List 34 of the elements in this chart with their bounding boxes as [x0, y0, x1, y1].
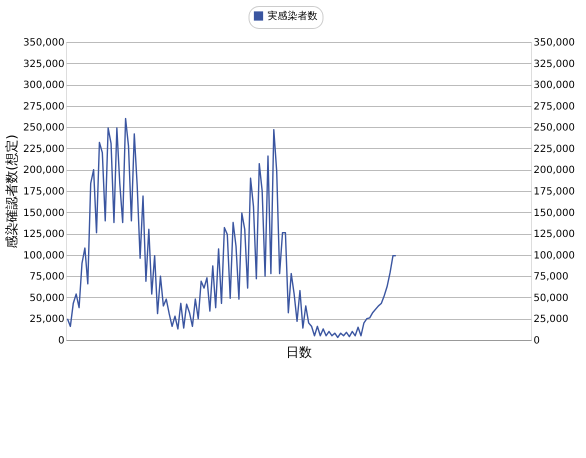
- y-tick-label: 50,000: [30, 292, 64, 304]
- y2-tick-label: 50,000: [534, 292, 568, 304]
- y2-tick-label: 250,000: [534, 122, 575, 134]
- y2-tick-label: 225,000: [534, 144, 575, 155]
- y-tick-label: 300,000: [23, 80, 64, 92]
- legend-label: 実感染者数: [268, 10, 318, 22]
- y2-tick-label: 150,000: [534, 208, 575, 219]
- y-tick-label: 200,000: [23, 165, 64, 176]
- y-tick-label: 25,000: [30, 314, 64, 326]
- y-tick-label: 100,000: [23, 250, 64, 262]
- y2-tick-label: 350,000: [534, 38, 575, 48]
- y2-tick-label: 125,000: [534, 229, 575, 240]
- y2-tick-label: 275,000: [534, 101, 575, 112]
- y2-tick-label: 75,000: [534, 272, 568, 283]
- y-tick-label: 125,000: [23, 229, 64, 240]
- y-tick-label: 350,000: [23, 38, 64, 48]
- y-tick-label: 0: [58, 336, 64, 346]
- y2-tick-label: 100,000: [534, 250, 575, 262]
- y-tick-label: 325,000: [23, 58, 64, 70]
- y2-tick-label: 325,000: [534, 58, 575, 70]
- y2-tick-label: 300,000: [534, 80, 575, 92]
- y-tick-label: 275,000: [23, 101, 64, 112]
- y-tick-label: 175,000: [23, 186, 64, 198]
- line-series: [66, 118, 397, 338]
- y2-tick-label: 175,000: [534, 186, 575, 198]
- y-tick-label: 250,000: [23, 122, 64, 134]
- x-axis-title: 日数: [286, 346, 312, 360]
- y2-tick-label: 200,000: [534, 165, 575, 176]
- y2-tick-label: 0: [534, 336, 540, 346]
- y2-tick-label: 25,000: [534, 314, 568, 326]
- y-tick-label: 225,000: [23, 144, 64, 155]
- y-tick-label: 75,000: [30, 272, 64, 283]
- y-tick-label: 150,000: [23, 208, 64, 219]
- y-axis-title: 感染確認者数(想定): [5, 134, 20, 249]
